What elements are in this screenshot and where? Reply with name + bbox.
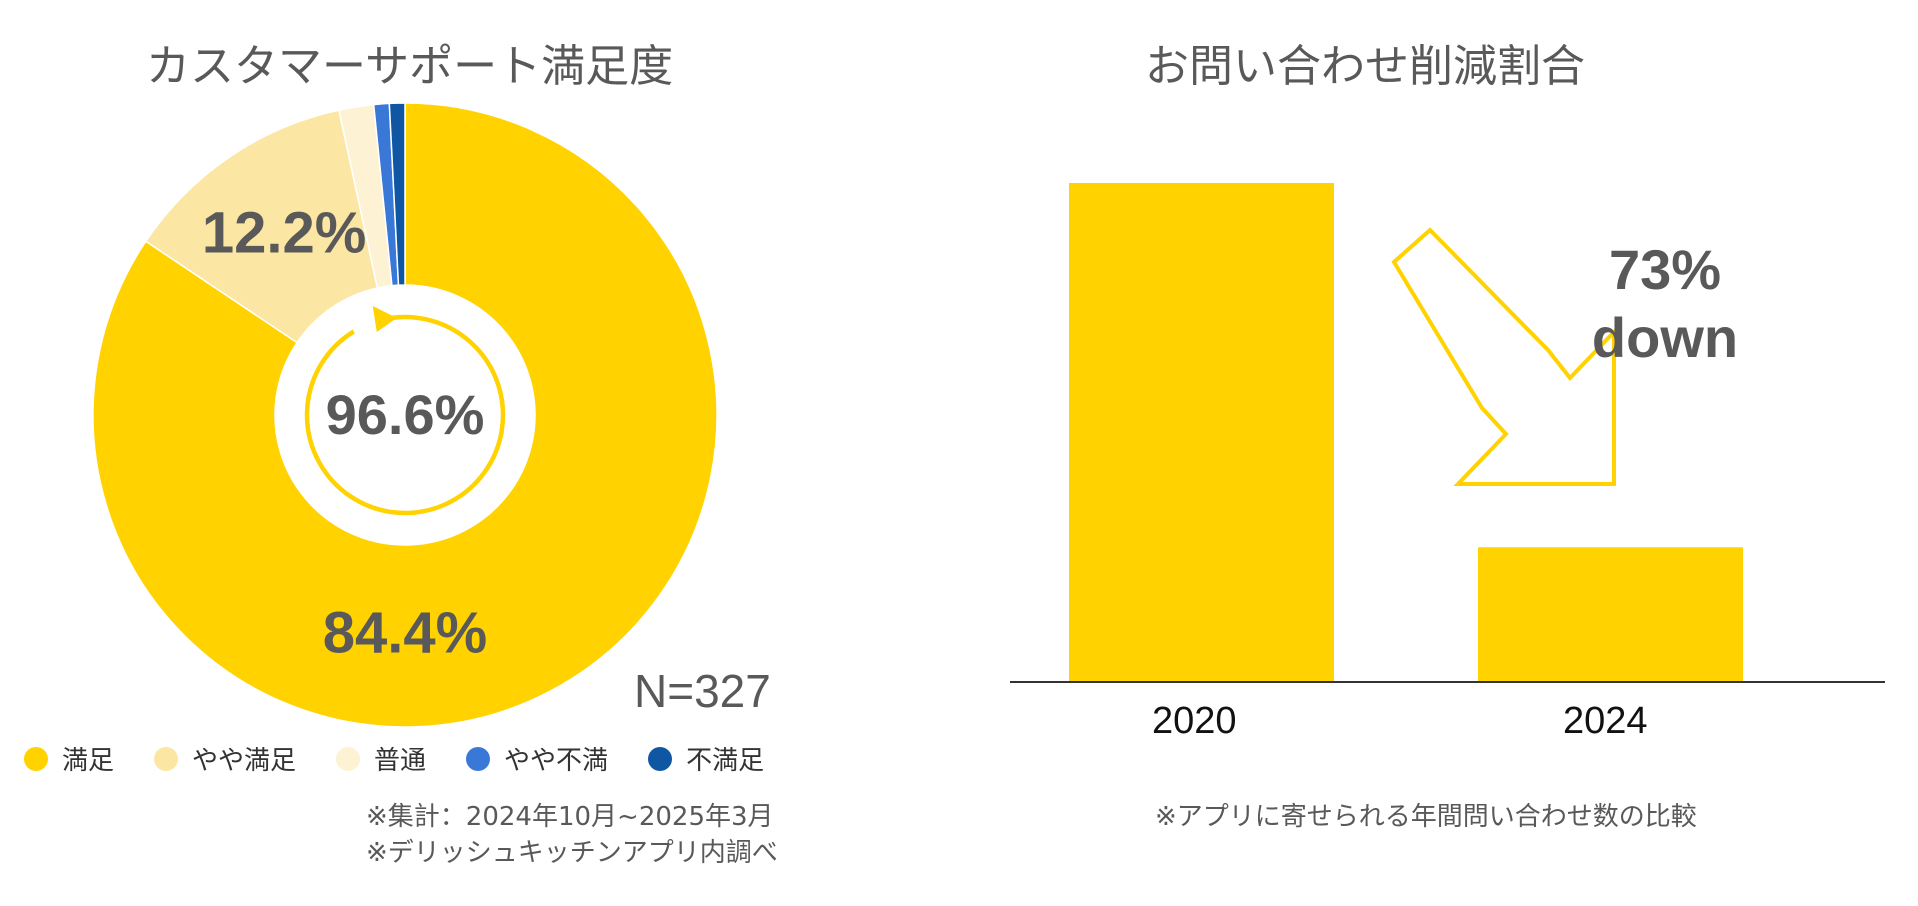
bar-chart-title: お問い合わせ削減割合 bbox=[1145, 41, 1585, 92]
circular-arrow-head-icon bbox=[372, 306, 397, 333]
legend-label-somewhat-dissatisfied: やや不満 bbox=[504, 746, 609, 776]
donut-chart-title: カスタマーサポート満足度 bbox=[146, 41, 674, 92]
down-arrow-icon bbox=[1391, 227, 1616, 486]
survey-period-note: ※集計：2024年10月~2025年3月 bbox=[366, 802, 774, 832]
legend-label-neutral: 普通 bbox=[374, 746, 427, 776]
donut-legend: 満足 やや満足 普通 やや不満 不満足 bbox=[24, 740, 804, 777]
reduction-word: down bbox=[1591, 306, 1739, 369]
bar-2024 bbox=[1478, 547, 1743, 682]
legend-swatch-dissatisfied bbox=[648, 746, 673, 771]
legend-swatch-satisfied bbox=[24, 746, 48, 771]
donut-slice-label-satisfied: 84.4% bbox=[323, 600, 487, 665]
circular-arrow-icon bbox=[304, 314, 506, 516]
donut-center-total-label: 96.6% bbox=[326, 383, 485, 446]
x-tick-label-2024: 2024 bbox=[1563, 700, 1648, 742]
legend-item-dissatisfied: 不満足 bbox=[648, 740, 764, 777]
donut-slice-dissatisfied bbox=[388, 102, 406, 286]
legend-label-somewhat-satisfied: やや満足 bbox=[192, 746, 297, 776]
donut-slice-label-somewhat-satisfied: 12.2% bbox=[202, 201, 366, 266]
reduction-annotation: 73% down bbox=[1560, 236, 1770, 372]
donut-slice-satisfied bbox=[92, 102, 718, 728]
legend-swatch-somewhat-satisfied bbox=[154, 746, 179, 771]
legend-label-satisfied: 満足 bbox=[62, 746, 115, 776]
legend-swatch-neutral bbox=[336, 746, 361, 771]
donut-slice-somewhat-satisfied bbox=[144, 109, 379, 344]
survey-source-note: ※デリッシュキッチンアプリ内調べ bbox=[366, 838, 778, 868]
legend-label-dissatisfied: 不満足 bbox=[686, 746, 765, 776]
legend-item-somewhat-dissatisfied: やや不満 bbox=[466, 740, 608, 777]
x-tick-label-2020: 2020 bbox=[1152, 700, 1237, 742]
comparison-note: ※アプリに寄せられる年間問い合わせ数の比較 bbox=[1155, 802, 1697, 832]
sample-size-label: N=327 bbox=[634, 665, 771, 717]
legend-item-neutral: 普通 bbox=[336, 740, 426, 777]
legend-swatch-somewhat-dissatisfied bbox=[466, 746, 491, 771]
satisfaction-donut-chart: 84.4% 12.2% 96.6% bbox=[92, 102, 718, 728]
inquiry-reduction-bar-chart bbox=[1010, 183, 1885, 683]
reduction-percent: 73% bbox=[1608, 238, 1722, 301]
bar-2020 bbox=[1069, 183, 1334, 682]
legend-item-somewhat-satisfied: やや満足 bbox=[154, 740, 296, 777]
legend-item-satisfied: 満足 bbox=[24, 740, 114, 777]
